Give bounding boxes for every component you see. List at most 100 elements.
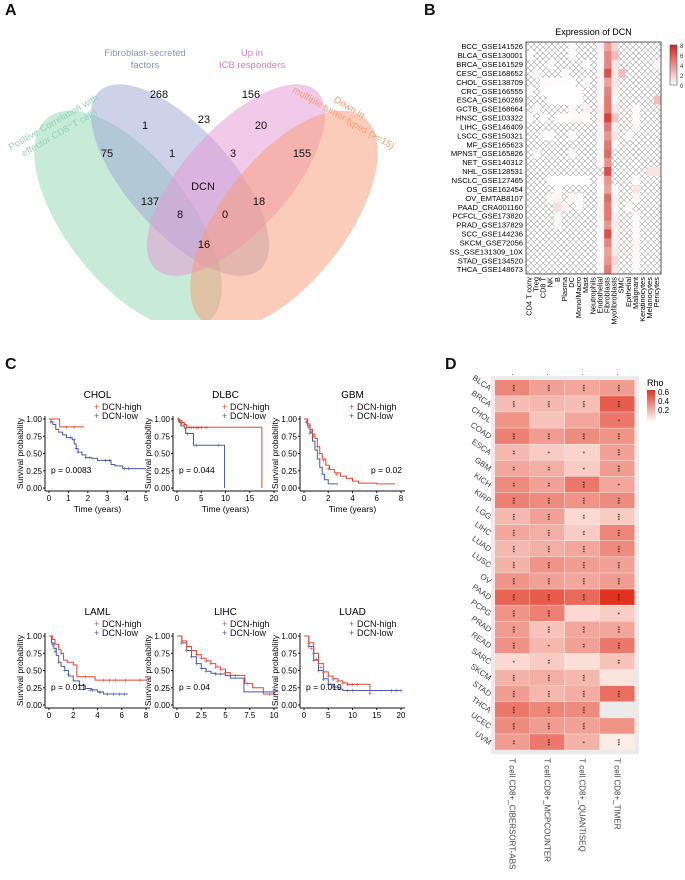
- heatmap-d-significance: ***: [614, 626, 620, 634]
- heatmap-b-cell: [639, 95, 647, 105]
- km-censor-mark: +: [72, 437, 76, 444]
- heatmap-b-cell: [611, 77, 619, 87]
- heatmap-d-significance: ***: [509, 594, 515, 602]
- heatmap-b-cell: [589, 50, 598, 61]
- heatmap-b-cell: [547, 122, 555, 132]
- heatmap-b-cell: [526, 166, 534, 177]
- heatmap-d-cell: [565, 734, 600, 750]
- heatmap-d-significance: *: [579, 467, 585, 470]
- heatmap-d-significance: **: [579, 531, 585, 536]
- heatmap-b-cell: [568, 68, 576, 78]
- heatmap-b-cell: [540, 140, 548, 150]
- heatmap-b-cell: [582, 104, 591, 114]
- heatmap-b-cell: [554, 59, 562, 69]
- heatmap-b-cell: [526, 247, 534, 257]
- heatmap-b-cell: [597, 95, 605, 105]
- heatmap-b-cell: [632, 86, 640, 96]
- km-censor-mark: +: [214, 665, 218, 672]
- heatmap-b-cell: [618, 175, 626, 185]
- km-censor-mark: +: [308, 430, 312, 437]
- heatmap-d-cell: [565, 653, 600, 670]
- km-curve-low: [49, 635, 128, 695]
- heatmap-d-cell: [600, 460, 635, 477]
- km-pvalue: p = 0.019: [306, 682, 342, 692]
- heatmap-b-cell: [618, 131, 626, 141]
- heatmap-b-cell: [625, 247, 633, 257]
- heatmap-b-cell: [540, 42, 548, 52]
- heatmap-b-cell: [625, 59, 633, 69]
- heatmap-b-cell: [604, 238, 612, 248]
- heatmap-b-cell: [540, 265, 548, 275]
- heatmap-b-cell: [575, 184, 584, 194]
- km-censor-mark: +: [312, 658, 316, 665]
- km-legend-label: DCN-high: [230, 402, 270, 412]
- heatmap-b-cell: [533, 122, 541, 132]
- heatmap-b-cell: [526, 140, 534, 150]
- heatmap-d-cell: [600, 492, 635, 509]
- heatmap-b-cell: [625, 113, 633, 123]
- heatmap-b-cell: [611, 42, 619, 52]
- heatmap-b-cell: [582, 238, 591, 248]
- heatmap-d-significance: ***: [509, 642, 515, 650]
- heatmap-b-cell: [632, 166, 640, 177]
- heatmap-b-cell: [575, 211, 584, 221]
- heatmap-b-cell: [540, 131, 548, 141]
- heatmap-b-cell: [582, 42, 591, 52]
- heatmap-d-row-label: UVM: [473, 729, 493, 747]
- km-censor-mark: +: [350, 682, 354, 689]
- km-censor-mark: +: [88, 687, 92, 694]
- heatmap-d-cell: [495, 685, 530, 702]
- heatmap-b-cell: [653, 122, 662, 132]
- km-y-tick-label: 0.00: [154, 701, 170, 710]
- heatmap-b-cell: [582, 256, 591, 266]
- heatmap-b-cell: [547, 104, 555, 114]
- heatmap-b-cell: [589, 86, 598, 96]
- heatmap-b-cell: [526, 77, 534, 87]
- heatmap-d-significance: ***: [544, 497, 550, 505]
- heatmap-b-cell: [653, 175, 662, 185]
- km-plot-title: LIHC: [214, 607, 237, 618]
- heatmap-d-cell: [565, 621, 600, 638]
- heatmap-d-cell: [495, 637, 530, 654]
- km-x-tick-label: 20: [397, 711, 406, 720]
- venn-region-count: 155: [293, 148, 311, 160]
- km-x-tick-label: 4: [350, 494, 355, 503]
- km-censor-mark: +: [176, 417, 180, 424]
- heatmap-b-cell: [632, 140, 640, 150]
- heatmap-b-cell: [568, 104, 576, 114]
- heatmap-b-cell: [618, 140, 626, 150]
- heatmap-b-cell: [589, 42, 598, 52]
- km-x-tick-label: 15: [245, 494, 254, 503]
- heatmap-b-row-label: GCTB_GSE168664: [456, 105, 523, 114]
- km-censor-mark: +: [319, 665, 323, 672]
- heatmap-d-cell: [530, 412, 565, 428]
- heatmap-b-cell: [625, 149, 633, 159]
- km-censor-mark: +: [88, 455, 92, 462]
- heatmap-b-cell: [618, 193, 626, 203]
- heatmap-b-cell: [547, 229, 555, 239]
- heatmap-b-cell: [575, 104, 584, 114]
- heatmap-d-cell: [600, 524, 635, 541]
- heatmap-b-cell: [646, 95, 655, 105]
- heatmap-b-cell: [526, 193, 534, 203]
- heatmap-d-cell: [600, 428, 635, 444]
- heatmap-d-col-label: T cell CD8+_MCPCOUNTER: [543, 758, 552, 862]
- heatmap-b-cell: [568, 256, 576, 266]
- heatmap-d-significance: ***: [579, 433, 585, 441]
- heatmap-b-row-label: MPNST_GSE165826: [451, 149, 523, 158]
- heatmap-b-cell: [653, 220, 662, 230]
- heatmap-b-cell: [561, 238, 569, 248]
- heatmap-b-cell: [526, 220, 534, 230]
- heatmap-b-row-label: NHL_GSE128531: [462, 167, 523, 176]
- heatmap-b-cell: [646, 158, 655, 168]
- heatmap-b-cell: [597, 113, 605, 123]
- heatmap-b-cell: [575, 175, 584, 185]
- km-x-tick-label: 2: [71, 711, 76, 720]
- heatmap-b-cell: [589, 158, 598, 168]
- heatmap-b-cell: [547, 238, 555, 248]
- km-censor-mark: +: [123, 678, 127, 685]
- heatmap-b-cell: [632, 202, 640, 212]
- heatmap-b-cell: [589, 238, 598, 248]
- km-censor-mark: +: [180, 420, 184, 427]
- km-legend-label: DCN-high: [102, 402, 142, 412]
